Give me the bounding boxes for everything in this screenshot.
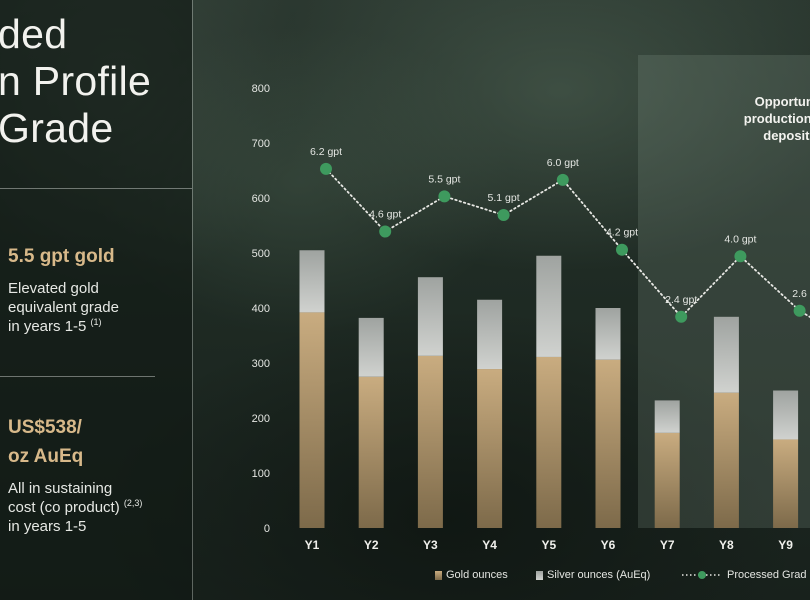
y-tick-label: 700	[252, 138, 270, 150]
x-tick-label: Y5	[541, 538, 556, 552]
opportunity-text-1: Opportuniti	[754, 94, 810, 109]
grade-point-y1	[320, 162, 332, 175]
stat-cost-value-2: oz AuEq	[8, 446, 84, 467]
bar-silver-y7	[654, 400, 680, 433]
bar-silver-y8	[713, 316, 739, 393]
y-tick-label: 500	[252, 248, 270, 260]
y-tick-label: 100	[252, 468, 270, 480]
bar-gold-y1	[299, 312, 325, 528]
bar-gold-y7	[654, 432, 680, 528]
x-tick-label: Y9	[778, 538, 793, 552]
stat-cost-desc-2: cost (co product) (2,3)	[8, 498, 143, 517]
bar-silver-y1	[299, 250, 325, 313]
title-rule	[0, 188, 192, 189]
y-tick-label: 200	[252, 413, 270, 425]
stat-cost-desc-3: in years 1-5	[8, 518, 87, 535]
opportunity-text-3: deposits	[763, 128, 810, 143]
bar-silver-y9	[773, 390, 799, 440]
stat-grade-desc-1: Elevated gold	[8, 280, 99, 297]
bar-gold-y4	[477, 369, 503, 528]
grade-label: 5.1 gpt	[488, 192, 520, 204]
bar-gold-y5	[536, 356, 562, 528]
x-tick-label: Y2	[364, 538, 379, 552]
grade-point-y3	[438, 190, 451, 203]
stat-grade-desc-3: in years 1-5 (1)	[8, 317, 102, 336]
grade-label: 6.0 gpt	[547, 157, 579, 169]
opportunity-text-2: production pro	[743, 111, 810, 126]
bar-gold-y9	[773, 439, 799, 528]
grade-label: 2.4 gpt	[665, 294, 697, 306]
grade-label: 4.2 gpt	[606, 227, 638, 239]
legend-gold: Gold ounces	[435, 569, 508, 581]
x-tick-label: Y4	[482, 538, 497, 552]
legend-grade: Processed Grad	[681, 569, 806, 581]
footnote-ref: (2,3)	[123, 498, 143, 508]
bar-silver-y3	[417, 277, 443, 356]
legend-gold-label: Gold ounces	[446, 569, 508, 581]
bar-silver-y5	[536, 255, 562, 357]
footnote-ref: (1)	[90, 317, 102, 327]
grade-label: 4.0 gpt	[724, 233, 756, 245]
legend-silver: Silver ounces (AuEq)	[536, 569, 650, 581]
y-tick-label: 400	[252, 303, 270, 315]
grade-point-y9	[793, 304, 806, 317]
bar-gold-y2	[358, 376, 384, 528]
silver-swatch	[536, 570, 543, 580]
grade-line-swatch	[682, 571, 722, 579]
x-tick-label: Y1	[305, 538, 320, 552]
grade-line	[325, 167, 810, 319]
stat-cost-value-1: US$538/	[8, 417, 82, 438]
stat-grade-value: 5.5 gpt gold	[8, 246, 115, 267]
grade-point-y5	[556, 173, 569, 186]
title-line-3: Grade	[0, 105, 114, 151]
y-tick-label: 0	[264, 523, 270, 535]
grade-point-y4	[497, 209, 510, 222]
y-tick-label: 800	[252, 83, 270, 95]
grade-label: 5.5 gpt	[428, 173, 460, 185]
grade-point-y2	[379, 225, 392, 238]
x-tick-label: Y6	[601, 538, 616, 552]
y-tick-label: 300	[252, 358, 270, 370]
x-tick-label: Y8	[719, 538, 734, 552]
legend-silver-label: Silver ounces (AuEq)	[547, 569, 651, 581]
y-tick-label: 600	[252, 193, 270, 205]
grade-point-y7	[675, 310, 688, 323]
vertical-divider	[192, 0, 193, 600]
bar-silver-y4	[477, 299, 503, 370]
bar-silver-y6	[595, 308, 621, 360]
left-panel	[0, 0, 192, 600]
title-line-1: ded	[0, 11, 68, 57]
stat-grade-desc-2: equivalent grade	[8, 299, 119, 316]
bar-gold-y8	[713, 392, 739, 528]
grade-point-y8	[734, 250, 747, 263]
bar-gold-y3	[417, 355, 443, 528]
x-tick-label: Y7	[660, 538, 675, 552]
x-tick-label: Y3	[423, 538, 438, 552]
legend-grade-label: Processed Grad	[727, 569, 807, 581]
grade-point-y6	[616, 243, 628, 256]
stat-cost-desc-1: All in sustaining	[8, 480, 113, 497]
stat-rule	[0, 376, 155, 377]
gold-swatch	[435, 570, 442, 580]
grade-label: 6.2 gpt	[310, 146, 342, 158]
title-line-2: n Profile	[0, 58, 152, 104]
bar-silver-y2	[358, 317, 384, 377]
bar-gold-y6	[595, 359, 621, 528]
grade-label: 2.6	[792, 288, 807, 300]
grade-label: 4.6 gpt	[369, 209, 401, 221]
